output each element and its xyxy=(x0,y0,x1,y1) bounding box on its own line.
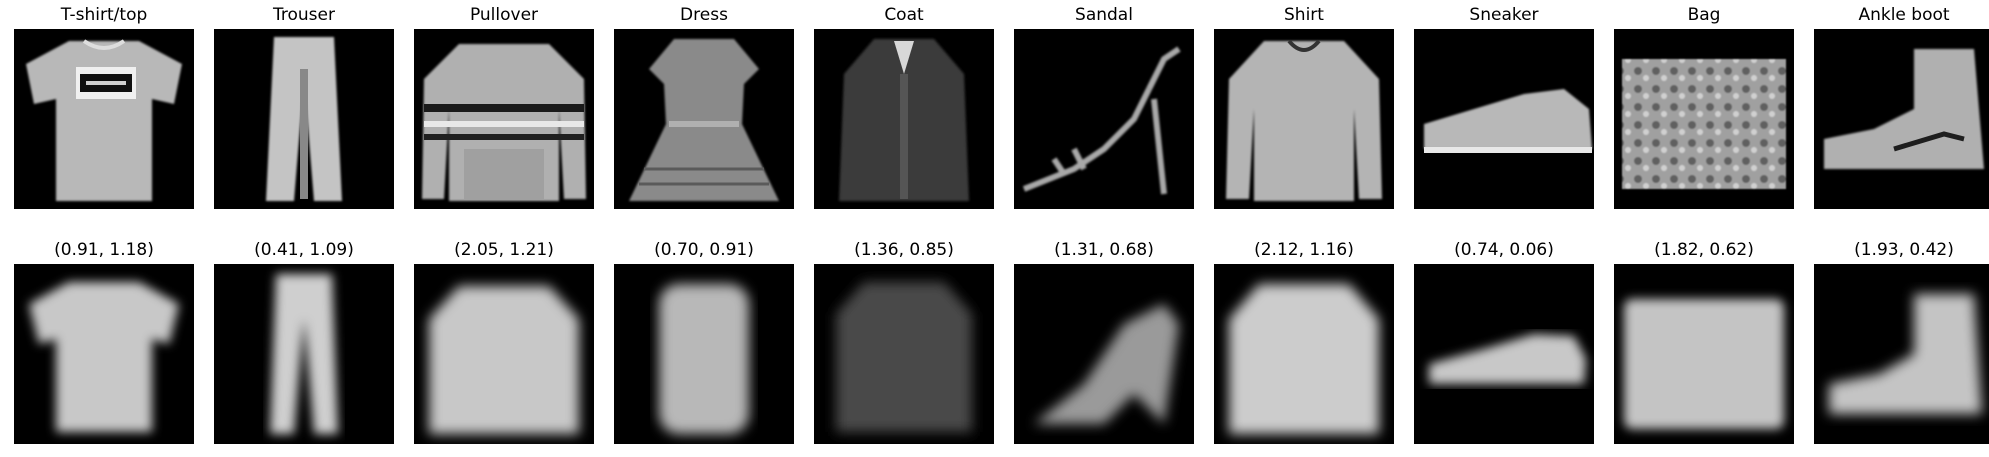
title-sneaker: Sneaker xyxy=(1469,5,1539,25)
original-sandal-image xyxy=(1014,29,1194,209)
original-ankle-boot-image xyxy=(1814,29,1989,209)
original-bag-image xyxy=(1614,29,1794,209)
reconstructed-pullover-image xyxy=(414,264,594,444)
coord-label-dress: (0.70, 0.91) xyxy=(654,240,754,260)
original-trouser-image xyxy=(214,29,394,209)
coord-label-ankle-boot: (1.93, 0.42) xyxy=(1854,240,1954,260)
coord-label-tshirt: (0.91, 1.18) xyxy=(54,240,154,260)
reconstructed-coat-image xyxy=(814,264,994,444)
reconstructed-tshirt-image xyxy=(14,264,194,444)
coord-label-shirt: (2.12, 1.16) xyxy=(1254,240,1354,260)
coord-label-sneaker: (0.74, 0.06) xyxy=(1454,240,1554,260)
reconstructed-ankle-boot-image xyxy=(1814,264,1989,444)
coord-label-bag: (1.82, 0.62) xyxy=(1654,240,1754,260)
title-ankle-boot: Ankle boot xyxy=(1858,5,1950,25)
reconstructed-sandal-image xyxy=(1014,264,1194,444)
coord-label-coat: (1.36, 0.85) xyxy=(854,240,954,260)
original-shirt-image xyxy=(1214,29,1394,209)
title-pullover: Pullover xyxy=(469,5,539,25)
original-pullover-image xyxy=(414,29,594,209)
title-sandal: Sandal xyxy=(1075,5,1133,25)
original-sneaker-image xyxy=(1414,29,1594,209)
reconstructed-dress-image xyxy=(614,264,794,444)
title-shirt: Shirt xyxy=(1284,5,1324,25)
original-dress-image xyxy=(614,29,794,209)
coord-label-pullover: (2.05, 1.21) xyxy=(454,240,554,260)
original-tshirt-image xyxy=(14,29,194,209)
title-dress: Dress xyxy=(680,5,728,25)
reconstructed-sneaker-image xyxy=(1414,264,1594,444)
title-trouser: Trouser xyxy=(273,5,335,25)
title-tshirt: T-shirt/top xyxy=(60,5,148,25)
title-bag: Bag xyxy=(1687,5,1721,25)
coord-label-sandal: (1.31, 0.68) xyxy=(1054,240,1154,260)
reconstructed-bag-image xyxy=(1614,264,1794,444)
title-coat: Coat xyxy=(884,5,924,25)
reconstructed-shirt-image xyxy=(1214,264,1394,444)
original-coat-image xyxy=(814,29,994,209)
reconstructed-trouser-image xyxy=(214,264,394,444)
coord-label-trouser: (0.41, 1.09) xyxy=(254,240,354,260)
